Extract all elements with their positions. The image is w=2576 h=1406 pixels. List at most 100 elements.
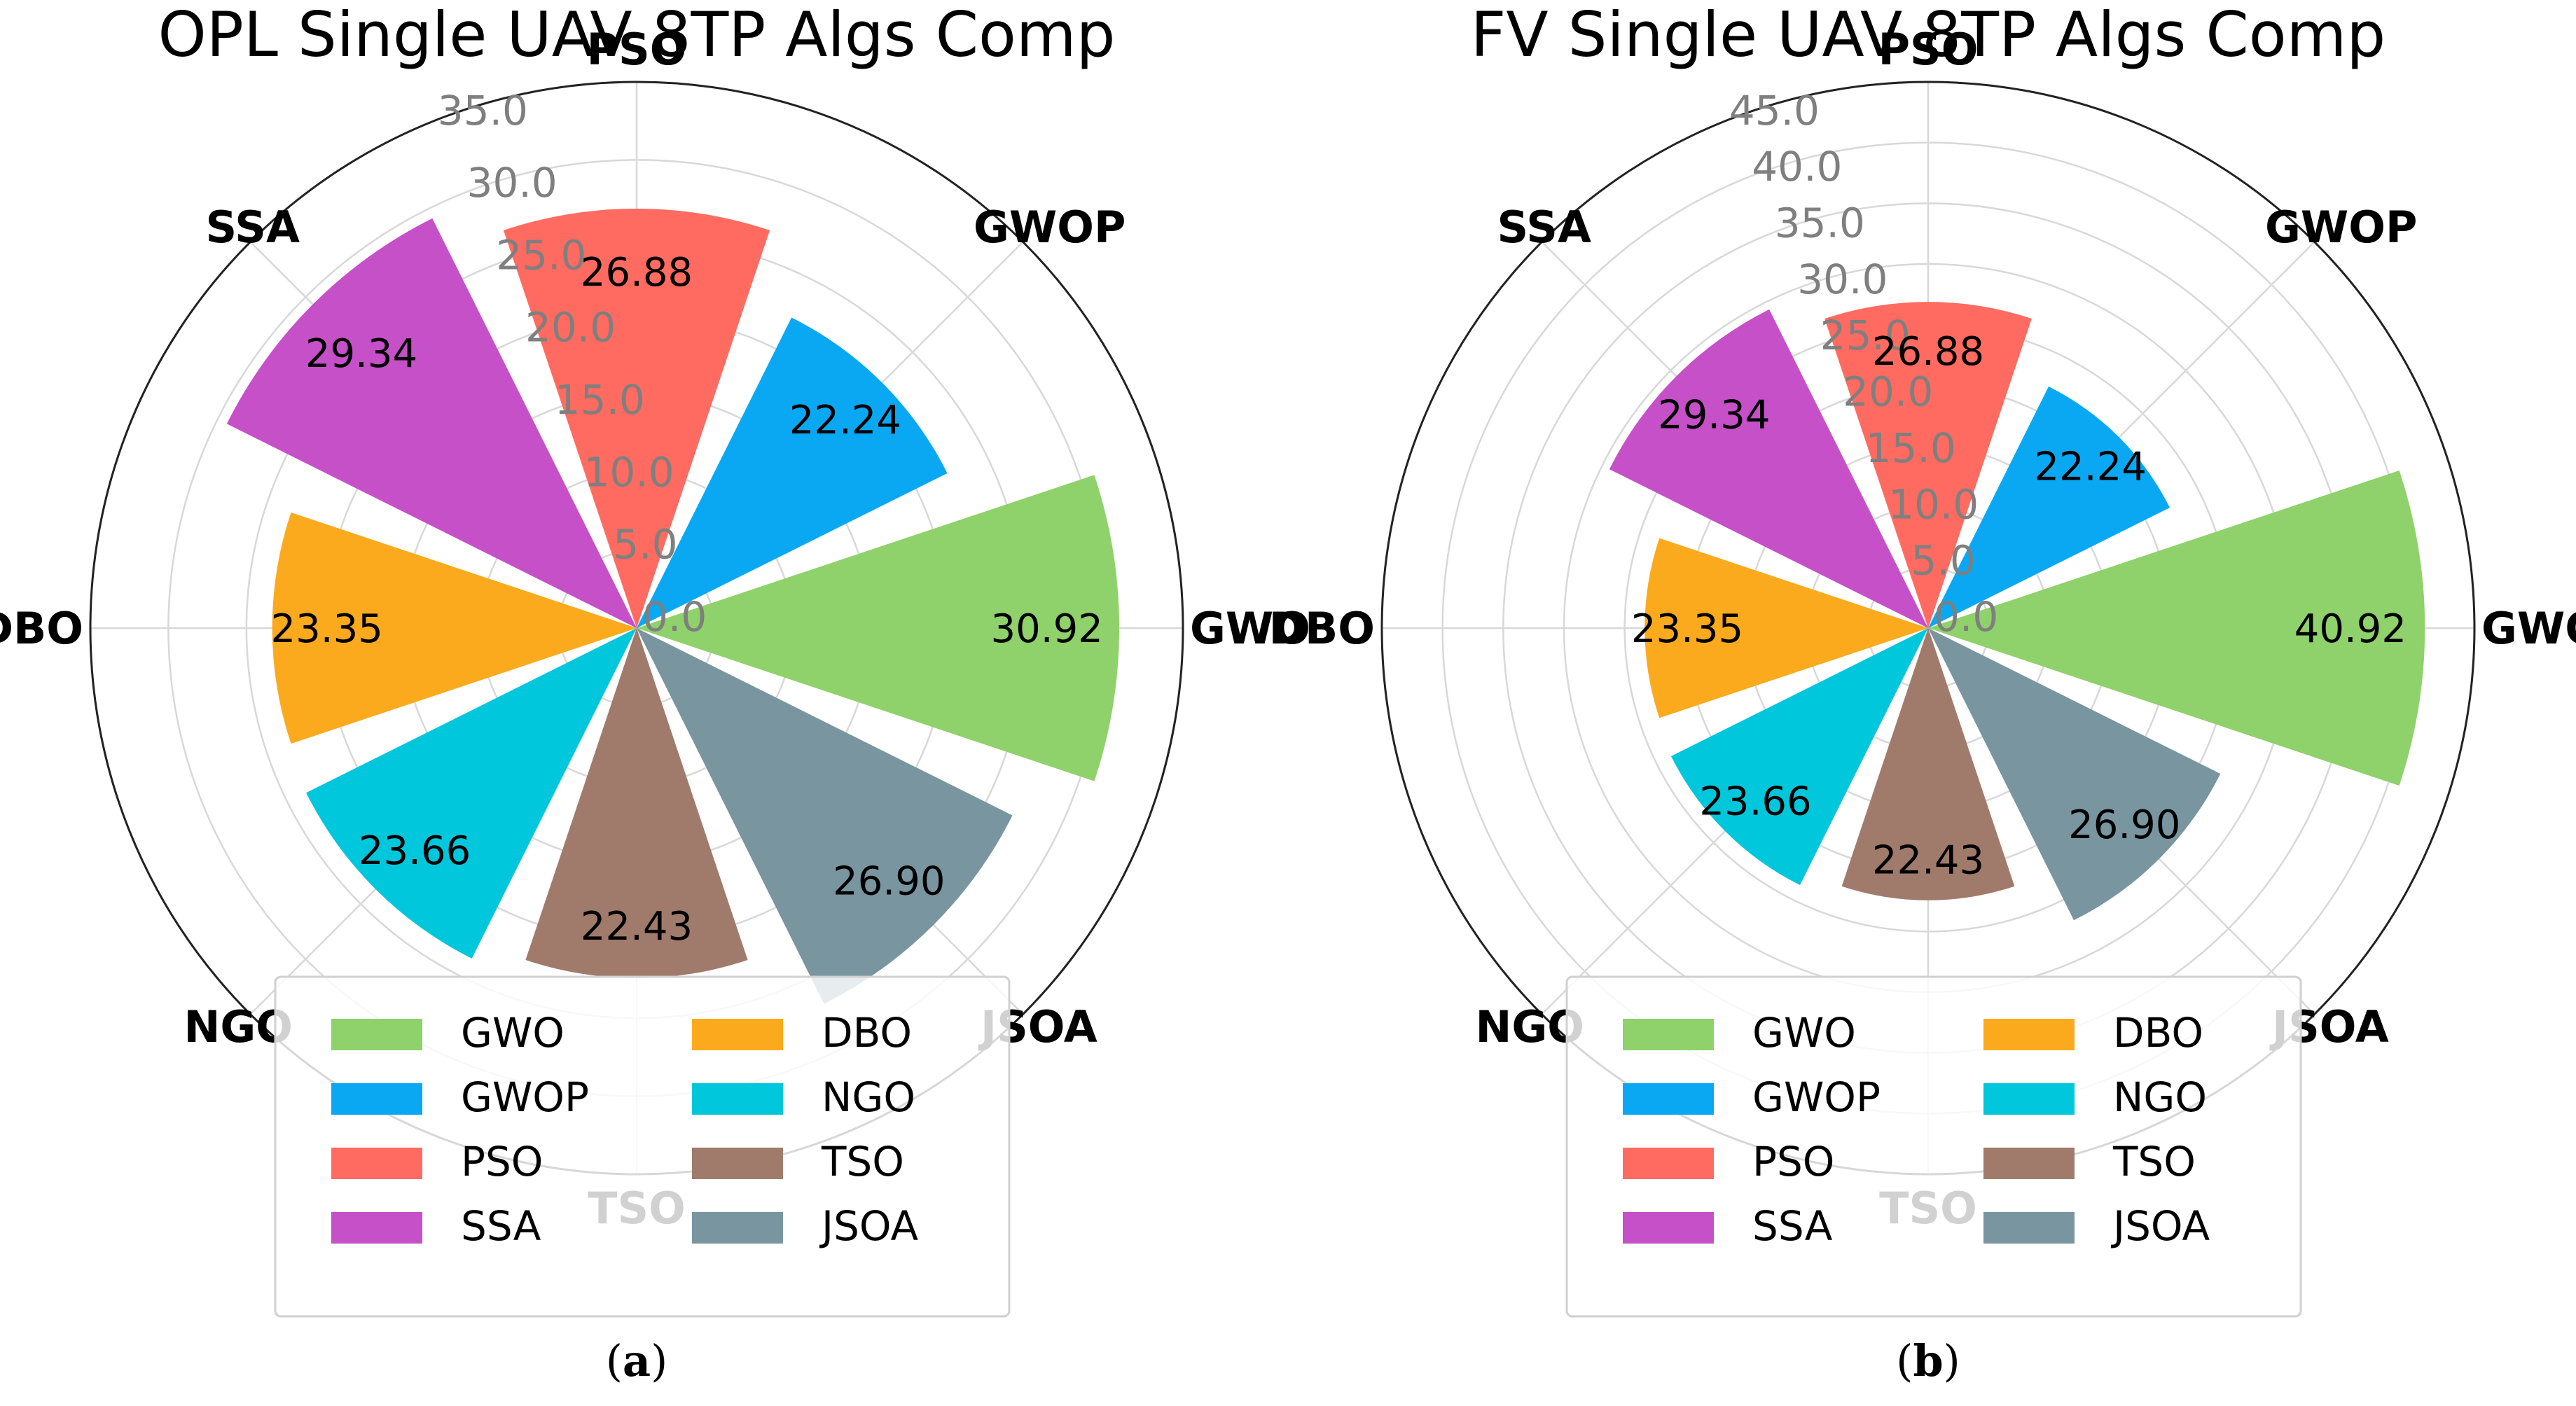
legend-label-pso: PSO [1752, 1138, 1834, 1185]
legend-swatch-gwop [331, 1083, 422, 1115]
radial-tick-label: 30.0 [1797, 256, 1888, 303]
legend-swatch-ngo [1983, 1083, 2075, 1115]
caption-letter: b [1913, 1335, 1943, 1386]
chart-title: FV Single UAV 8TP Algs Comp [1471, 0, 2385, 71]
radial-tick-label: 30.0 [467, 159, 558, 207]
caption-open: ( [606, 1335, 623, 1386]
legend-label-jsoa: JSOA [819, 1202, 919, 1250]
bar-gwo [1928, 470, 2425, 786]
legend-swatch-pso [331, 1148, 422, 1179]
value-label-gwo: 30.92 [991, 606, 1103, 652]
legend-swatch-ssa [1623, 1212, 1714, 1244]
radial-tick-label: 35.0 [438, 87, 528, 134]
bar-tso [525, 628, 748, 978]
value-label-ngo: 23.66 [359, 828, 471, 874]
caption-letter: a [623, 1335, 651, 1386]
legend-swatch-gwo [1623, 1019, 1714, 1050]
category-label-dbo: DBO [0, 603, 83, 654]
bar-dbo [1644, 538, 1928, 718]
legend-label-dbo: DBO [822, 1009, 912, 1057]
bar-ssa [1609, 309, 1928, 628]
legend-label-jsoa: JSOA [2111, 1202, 2210, 1250]
category-label-gwop: GWOP [2265, 202, 2417, 253]
radial-tick-label: 5.0 [613, 521, 677, 569]
radial-tick-label: 20.0 [525, 304, 616, 352]
bar-tso [1841, 628, 2015, 900]
legend-label-dbo: DBO [2113, 1009, 2203, 1057]
legend-swatch-ssa [331, 1212, 422, 1244]
bar-ngo [306, 628, 637, 959]
value-label-gwop: 22.24 [789, 398, 901, 443]
legend-label-ngo: NGO [2113, 1073, 2207, 1121]
legend-swatch-jsoa [1983, 1212, 2075, 1244]
category-label-dbo: DBO [1269, 603, 1375, 654]
value-label-dbo: 23.35 [271, 606, 383, 652]
legend-label-pso: PSO [461, 1138, 543, 1185]
bar-gwop [1928, 387, 2170, 628]
radial-tick-label: 10.0 [1888, 480, 1979, 528]
radial-tick-label: 45.0 [1729, 87, 1820, 134]
legend-label-gwop: GWOP [461, 1073, 589, 1121]
legend-swatch-ngo [692, 1083, 783, 1115]
bar-ngo [1670, 628, 1928, 886]
bar-ssa [226, 218, 637, 628]
subfigure-caption: (a) [606, 1335, 668, 1386]
legend-swatch-gwo [331, 1019, 422, 1050]
bar-gwop [637, 317, 948, 628]
legend: GWO DBO GWOP NGO PSO TSO SSA JSOA [1565, 975, 2302, 1318]
category-label-gwo: GWO [1190, 603, 1310, 654]
bar-pso [1824, 302, 2032, 628]
polar-chart-a: OPL Single UAV 8TP Algs Comp 0.0 5.0 10.0 15… [0, 0, 1310, 1386]
legend-label-ngo: NGO [822, 1073, 915, 1121]
legend-label-gwo: GWO [461, 1009, 565, 1057]
radial-tick-label: 15.0 [1866, 424, 1956, 472]
caption-close: ) [1944, 1335, 1960, 1386]
legend-swatch-dbo [1983, 1019, 2075, 1050]
polar-chart-b: FV Single UAV 8TP Algs Comp 0.0 5.0 10.0 15.… [1269, 0, 2576, 1386]
legend-swatch-gwop [1623, 1083, 1714, 1115]
legend: GWO DBO GWOP NGO PSO TSO SSA JSOA [274, 975, 1011, 1318]
legend-swatch-tso [692, 1148, 783, 1179]
legend-label-ssa: SSA [1752, 1202, 1833, 1250]
legend-swatch-pso [1623, 1148, 1714, 1179]
value-label-pso: 26.88 [1872, 329, 1984, 375]
bar-pso [503, 208, 770, 628]
subfigure-caption: (b) [1896, 1335, 1960, 1386]
legend-swatch-tso [1983, 1148, 2075, 1179]
legend-label-gwo: GWO [1752, 1009, 1856, 1057]
radial-tick-label: 20.0 [1843, 368, 1933, 416]
legend-box [274, 975, 1011, 1318]
radial-tick-label: 25.0 [496, 231, 586, 279]
caption-open: ( [1896, 1335, 1913, 1386]
bar-jsoa [637, 628, 1013, 1004]
radial-tick-label: 0.0 [642, 593, 707, 641]
bar-gwo [637, 475, 1120, 781]
category-label-pso: PSO [587, 24, 687, 75]
legend-swatch-dbo [692, 1019, 783, 1050]
legend-label-tso: TSO [2112, 1138, 2196, 1185]
radial-tick-label: 0.0 [1934, 593, 1998, 641]
radial-tick-label: 40.0 [1752, 143, 1842, 190]
category-label-ssa: SSA [205, 202, 300, 253]
value-label-gwop: 22.24 [2035, 444, 2147, 489]
legend-label-tso: TSO [821, 1138, 904, 1185]
category-label-gwop: GWOP [974, 202, 1126, 253]
radial-tick-label: 5.0 [1911, 537, 1976, 585]
value-label-ssa: 29.34 [1658, 392, 1770, 438]
bar-jsoa [1928, 628, 2221, 921]
category-label-pso: PSO [1878, 24, 1979, 75]
legend-label-ssa: SSA [461, 1202, 541, 1250]
radial-tick-label: 15.0 [555, 376, 645, 424]
legend-swatch-jsoa [692, 1212, 783, 1244]
value-label-dbo: 23.35 [1631, 606, 1743, 652]
legend-box [1565, 975, 2302, 1318]
value-label-jsoa: 26.90 [2068, 802, 2180, 848]
radial-tick-label: 35.0 [1775, 200, 1865, 247]
radial-tick-label: 25.0 [1820, 312, 1911, 359]
bar-dbo [272, 512, 637, 744]
value-label-pso: 26.88 [581, 250, 693, 295]
chart-title: OPL Single UAV 8TP Algs Comp [158, 0, 1116, 71]
value-label-ssa: 29.34 [305, 331, 417, 377]
value-label-tso: 22.43 [1872, 837, 1984, 883]
